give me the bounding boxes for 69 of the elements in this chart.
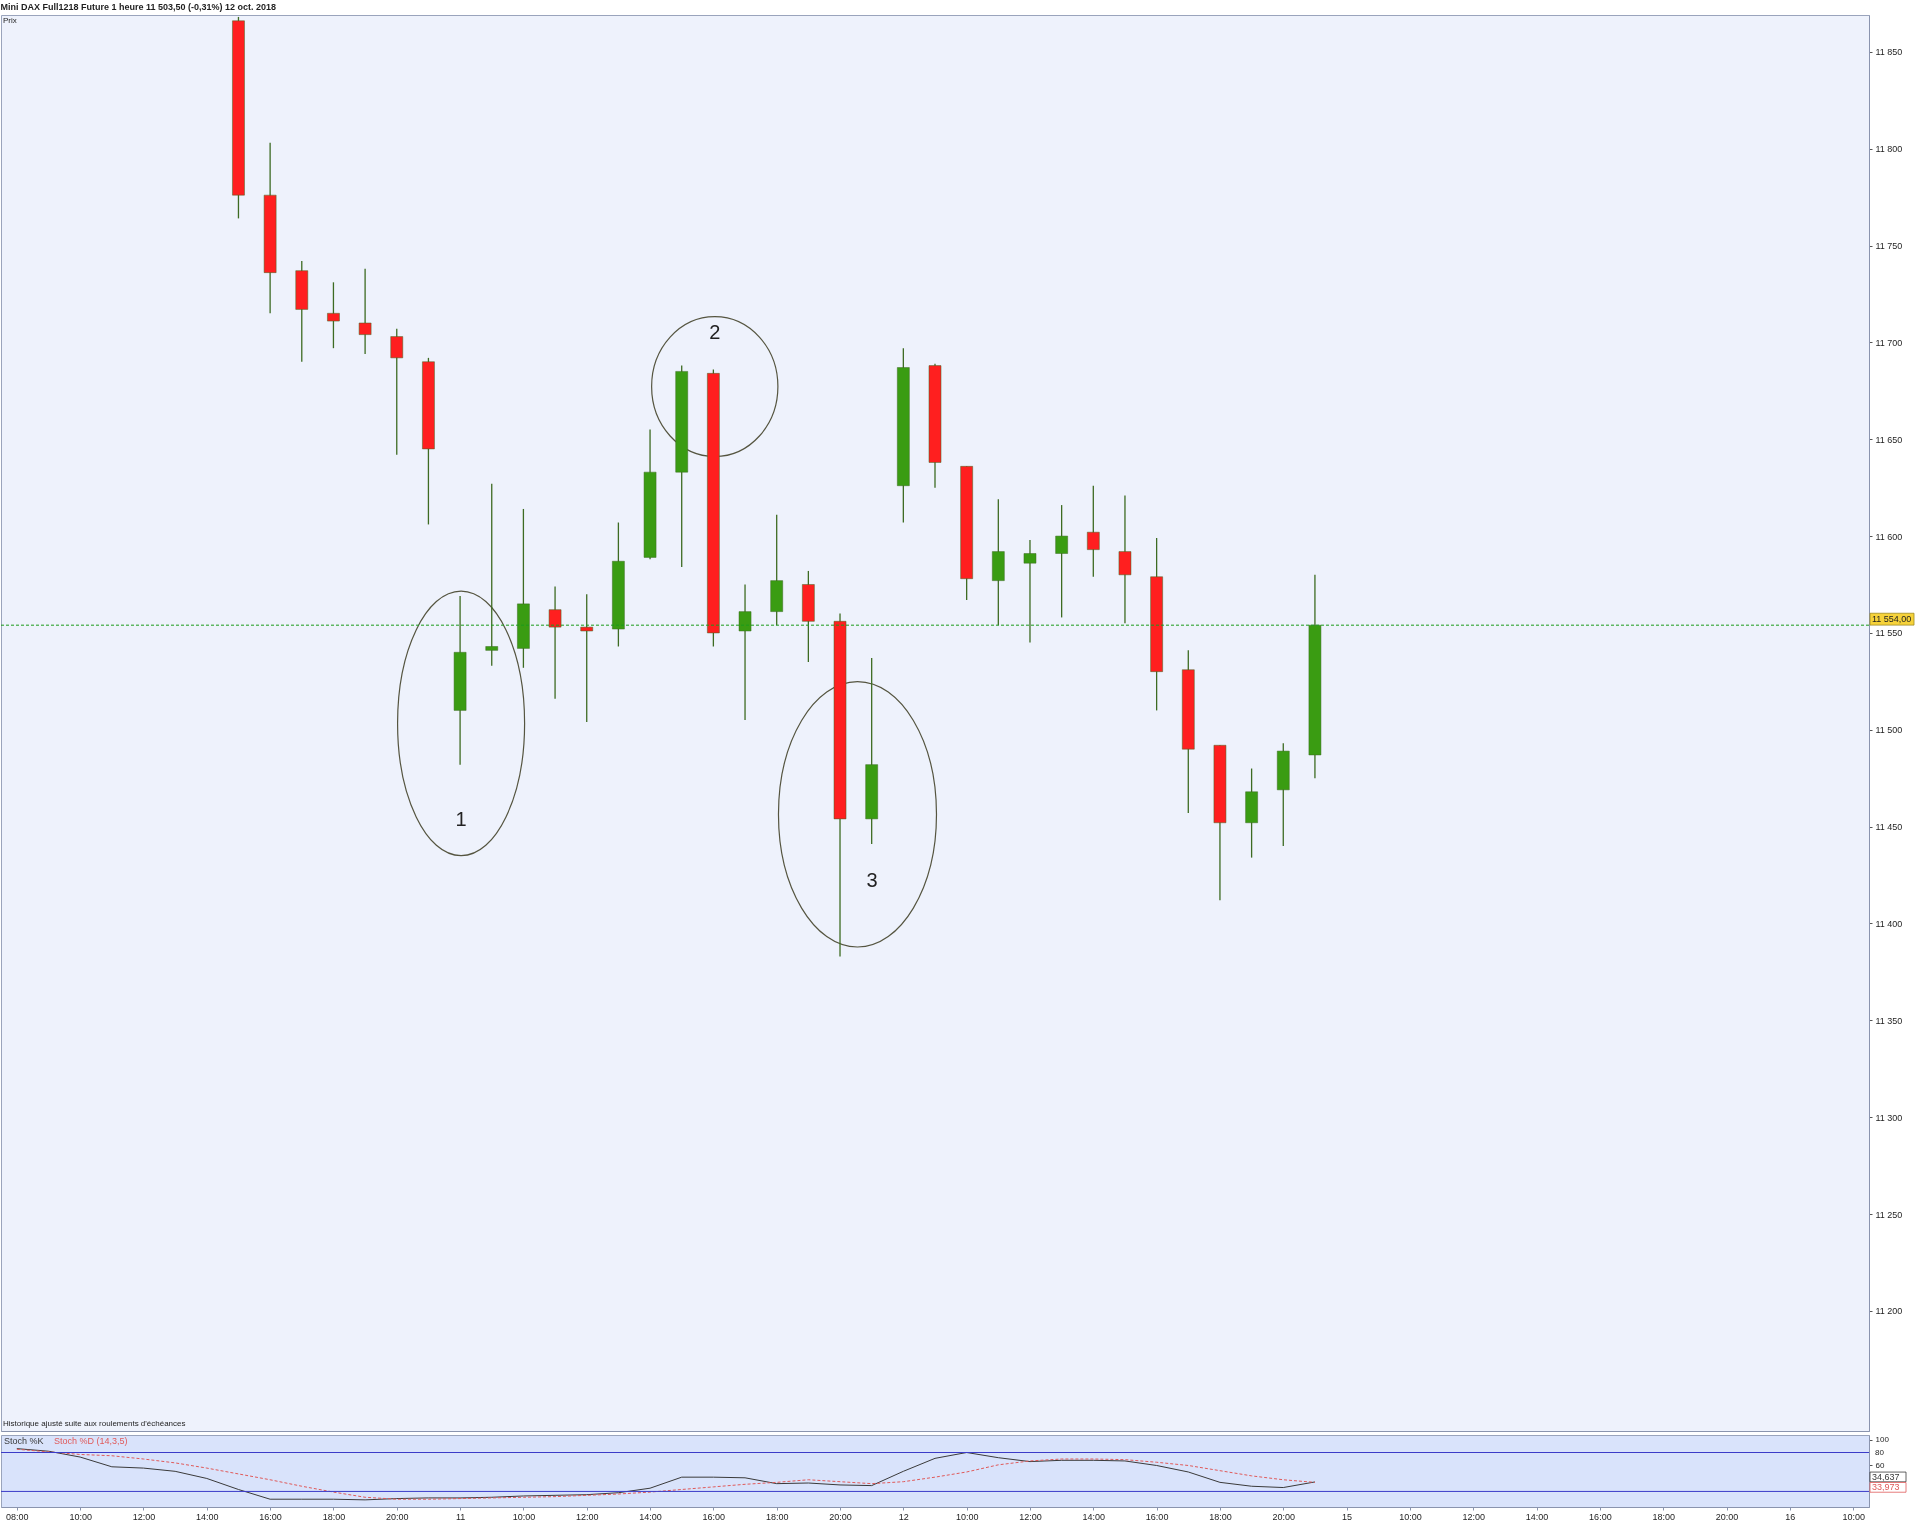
ref-line-label: 80 (1875, 1447, 1885, 1457)
annotation: 3 (866, 868, 878, 891)
x-tick-label: 14:00 (1525, 1511, 1549, 1522)
x-tick-label: 20:00 (1272, 1511, 1296, 1522)
x-tick-label: 10:00 (955, 1511, 979, 1522)
x-tick-label: 14:00 (639, 1511, 662, 1522)
y-tick-label: 100 (1875, 1435, 1890, 1445)
x-tick-label: 12:00 (1462, 1511, 1485, 1522)
x-tick-label: 16 (1785, 1511, 1796, 1522)
y-tick-label: 11 550 (1875, 628, 1903, 639)
x-tick-label: 20:00 (1715, 1511, 1739, 1522)
y-tick-label: 11 750 (1875, 241, 1903, 252)
x-tick-label: 20:00 (386, 1511, 409, 1522)
x-tick-label: 16:00 (259, 1511, 282, 1522)
series-label: Stoch %D (14,3,5) (54, 1436, 128, 1446)
candlestick (1087, 485, 1100, 578)
x-tick-label: 18:00 (1652, 1511, 1675, 1522)
x-tick-label: 10:00 (69, 1511, 92, 1522)
candlestick (485, 483, 499, 667)
y-tick-label: 11 300 (1875, 1112, 1903, 1123)
y-tick-label: 11 850 (1875, 47, 1903, 58)
x-tick-label: 12:00 (575, 1511, 599, 1522)
y-tick-label: 11 700 (1875, 337, 1903, 348)
annotation: 2 (709, 321, 721, 344)
candlestick (580, 593, 593, 723)
x-tick-label: 16:00 (1589, 1511, 1612, 1522)
x-tick-label: 16:00 (702, 1511, 726, 1522)
x-tick-label: 11 (455, 1511, 466, 1522)
x-tick-label: 18:00 (322, 1511, 346, 1522)
y-tick-label: 11 400 (1875, 918, 1903, 929)
text: 33,973 (1872, 1482, 1900, 1493)
y-tick-label: 11 800 (1875, 144, 1903, 155)
ref-line-label: 11 554,00 (1872, 614, 1912, 625)
y-tick-label: 60 (1875, 1460, 1885, 1470)
x-tick-label: 10:00 (512, 1511, 536, 1522)
candlestick (390, 328, 404, 456)
x-tick-label: 18:00 (765, 1511, 789, 1522)
y-tick-label: 11 200 (1875, 1306, 1903, 1317)
candlestick (738, 583, 752, 721)
x-tick-label: 10:00 (1399, 1511, 1422, 1522)
y-tick-label: 11 600 (1875, 531, 1903, 542)
series-label: Stoch %K (4, 1436, 44, 1446)
candlestick (1118, 494, 1132, 624)
x-tick-label: 14:00 (1082, 1511, 1106, 1522)
y-tick-label: 11 650 (1875, 434, 1903, 445)
candlestick (327, 281, 340, 349)
y-tick-label: 11 250 (1875, 1209, 1903, 1220)
x-tick-label: 16:00 (1145, 1511, 1169, 1522)
x-tick-label: 08:00 (6, 1511, 29, 1522)
candlestick (548, 585, 562, 700)
candlestick (1055, 504, 1068, 619)
text: 34,637 (1872, 1471, 1900, 1482)
y-tick-label: 11 350 (1875, 1015, 1903, 1026)
x-tick-label: 12:00 (1019, 1511, 1042, 1522)
x-tick-label: 20:00 (829, 1511, 852, 1522)
x-tick-label: 15 (1342, 1511, 1353, 1522)
candlestick (1023, 539, 1037, 644)
x-tick-label: 18:00 (1209, 1511, 1232, 1522)
y-tick-label: 11 450 (1875, 822, 1903, 833)
y-axis-title: Prix (3, 16, 17, 25)
candlestick (358, 268, 372, 355)
y-tick-label: 11 500 (1875, 725, 1903, 736)
x-tick-label: 14:00 (196, 1511, 219, 1522)
x-tick-label: 12:00 (132, 1511, 156, 1522)
chart-title: Mini DAX Full1218 Future 1 heure 11 503,50 (-0,31%) 12 oct. 2018 (0, 2, 277, 12)
annotation: Historique ajusté suite aux roulements d'échéances (3, 1419, 186, 1428)
x-tick-label: 12 (898, 1511, 909, 1522)
x-tick-label: 10:00 (1842, 1511, 1865, 1522)
annotation: 1 (455, 808, 467, 831)
